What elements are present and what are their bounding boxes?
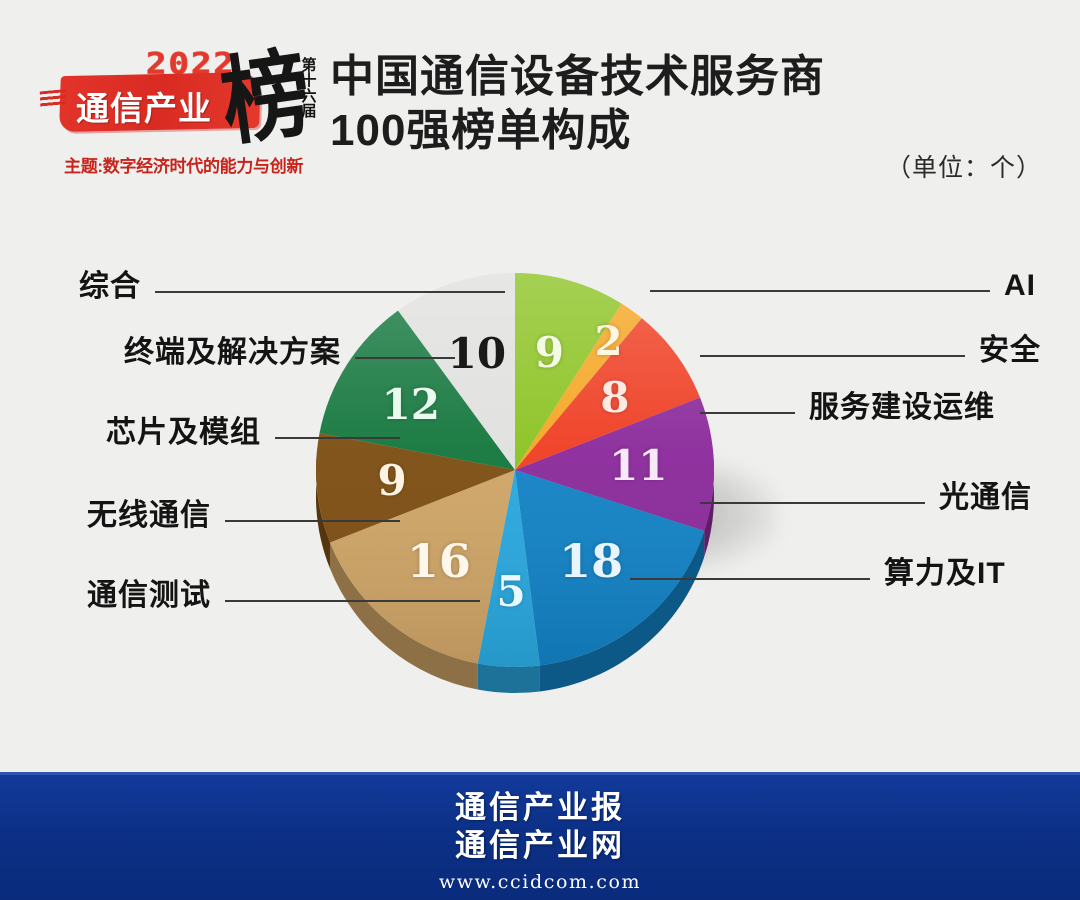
pie-value-8: 16 — [406, 534, 471, 589]
footer-publication-web: 通信产业网 — [455, 827, 625, 863]
footer-content: 通信产业报 通信产业网 www.ccidcom.com — [0, 789, 1080, 893]
pie-value-7: 5 — [496, 567, 526, 617]
page-title-line-2: 100强榜单构成 — [330, 106, 632, 156]
pie-label-无线通信[interactable]: 无线通信 — [87, 499, 211, 532]
pie-label-通信测试[interactable]: 通信测试 — [87, 579, 211, 612]
logo-brand: 通信产业 — [76, 90, 212, 127]
pie-label-光通信[interactable]: 光通信 — [939, 481, 1032, 514]
leader-line — [630, 578, 870, 580]
page-title: 中国通信设备技术服务商 100强榜单构成 — [330, 50, 1030, 158]
leader-line — [275, 437, 400, 439]
pie-value-6: 18 — [559, 534, 624, 589]
pie-slice-side — [477, 663, 540, 693]
pie-label-芯片及模组[interactable]: 芯片及模组 — [106, 416, 261, 449]
footer-url[interactable]: www.ccidcom.com — [438, 870, 642, 893]
pie-label-终端及解决方案[interactable]: 终端及解决方案 — [124, 336, 341, 369]
pie-value-5: 11 — [609, 441, 668, 491]
footer-banner: 通信产业报 通信产业网 www.ccidcom.com — [0, 772, 1080, 900]
leader-line — [225, 600, 480, 602]
pie-label-AI[interactable]: AI — [1004, 269, 1036, 302]
pie-label-算力及IT[interactable]: 算力及IT — [884, 557, 1006, 590]
leader-line — [225, 520, 400, 522]
logo-subtitle: 主题:数字经济时代的能力与创新 — [64, 157, 304, 176]
leader-line — [650, 290, 990, 292]
leader-line — [700, 355, 965, 357]
pie-label-服务建设运维[interactable]: 服务建设运维 — [809, 391, 995, 424]
pie-value-3: 2 — [594, 318, 623, 366]
leader-line — [355, 357, 455, 359]
pie-value-10: 12 — [381, 379, 441, 429]
pie-value-9: 9 — [377, 456, 407, 506]
leader-line — [155, 291, 505, 293]
pie-graphic: 10 9 2 8 11 18 5 16 9 12 — [300, 230, 778, 700]
footer-publication-paper: 通信产业报 — [455, 790, 625, 825]
pie-label-综合[interactable]: 综合 — [79, 270, 141, 303]
pie-value-1: 10 — [447, 328, 507, 378]
logo-edition: 第十六届 — [301, 56, 317, 120]
pie-value-4: 8 — [600, 373, 630, 423]
leader-line — [700, 412, 795, 414]
leader-line — [700, 502, 925, 504]
pie-label-安全[interactable]: 安全 — [979, 334, 1041, 367]
page-title-line-1: 中国通信设备技术服务商 — [330, 52, 825, 101]
pie-value-2: 9 — [534, 327, 565, 377]
unit-note: （单位：个） — [885, 153, 1042, 182]
event-logo: 2022 通信产业 榜 第十六届 主题:数字经济时代的能力与创新 — [38, 35, 328, 184]
pie-chart: 10 9 2 8 11 18 5 16 9 12 综合 终端及解决方案 芯片及模组 无线通信 通信测试 AI… — [0, 210, 1080, 770]
